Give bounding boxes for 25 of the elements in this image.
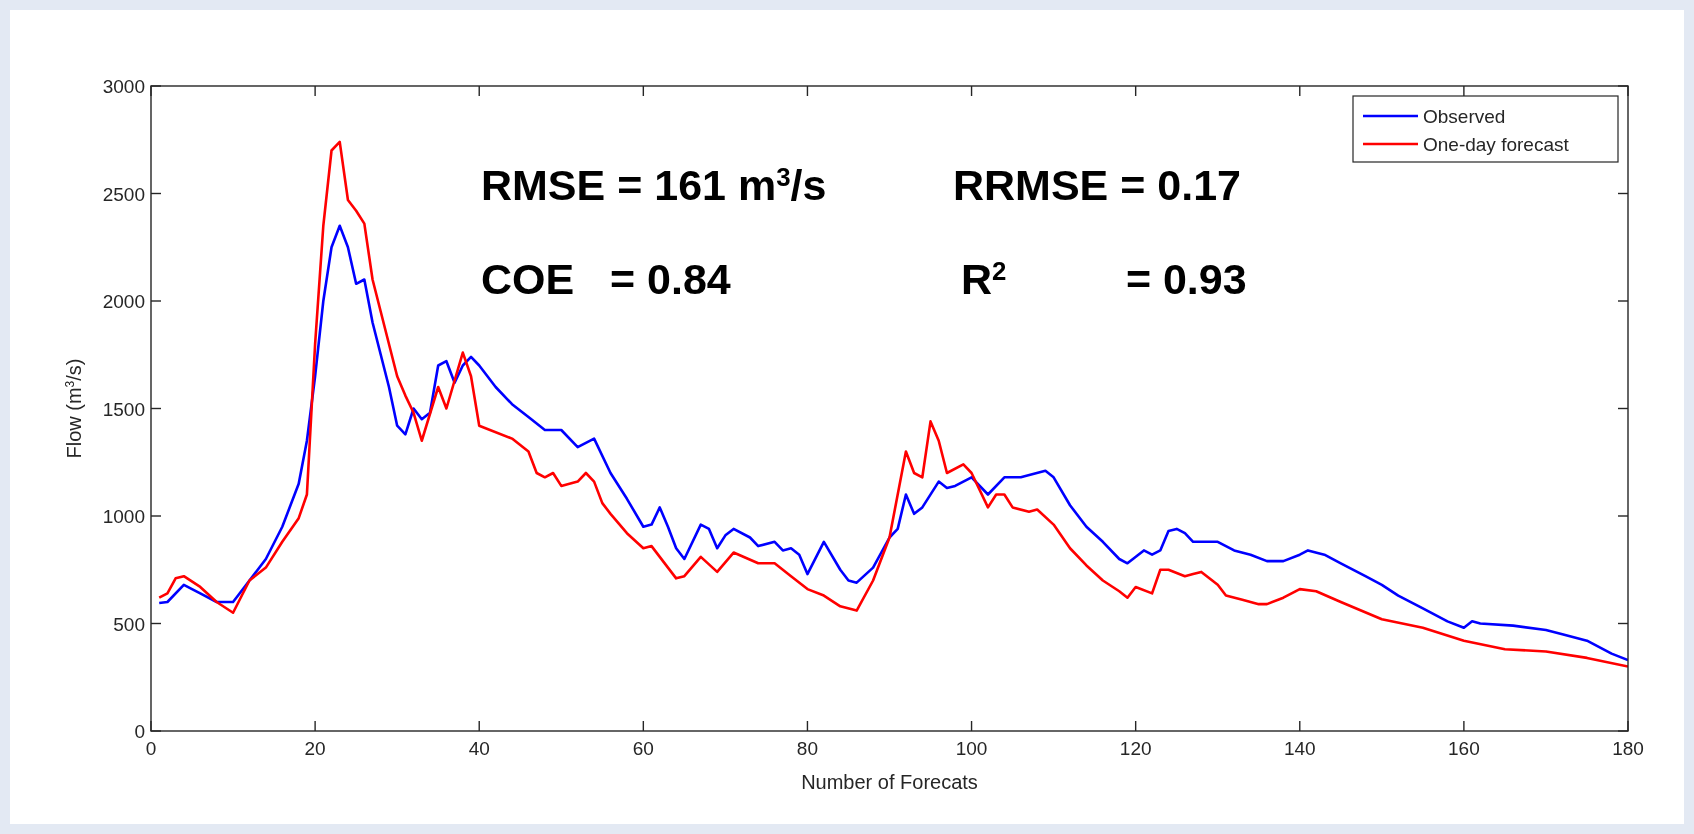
y-tick-label: 1500 — [102, 398, 145, 420]
y-tick-label: 2500 — [102, 183, 145, 205]
line-series — [157, 224, 1628, 662]
y-tick-label: 500 — [113, 613, 145, 635]
x-tick-label: 60 — [632, 738, 654, 759]
x-tick-label: 100 — [955, 738, 988, 759]
text: R$^{2}$ = 0.93 — [961, 255, 1247, 303]
x-tick-label: 40 — [468, 738, 490, 759]
x-tick-label: 120 — [1119, 738, 1152, 759]
x-tick-label: 160 — [1448, 738, 1480, 759]
line-series — [157, 140, 1628, 668]
annotation: RRMSE = 0.17 — [953, 161, 1241, 209]
x-axis-title: Number of Forecats — [801, 771, 978, 793]
x-tick-label: 180 — [1612, 738, 1644, 759]
y-tick-label: 2000 — [102, 291, 145, 312]
x-tick-label: 80 — [796, 738, 819, 759]
annotation: COE = 0.84 — [481, 255, 731, 303]
annotation: RMSE = 161 m$^{3}$/s — [481, 161, 827, 209]
y-tick-label: 3000 — [102, 76, 145, 97]
y-tick-label: 0 — [134, 721, 145, 742]
legend-label: One-day forecast — [1423, 134, 1570, 155]
x-tick-label: 140 — [1283, 738, 1316, 759]
legend-label: Observed — [1423, 106, 1506, 127]
y-tick-label: 1000 — [102, 506, 145, 527]
x-tick-label: 20 — [304, 738, 326, 759]
